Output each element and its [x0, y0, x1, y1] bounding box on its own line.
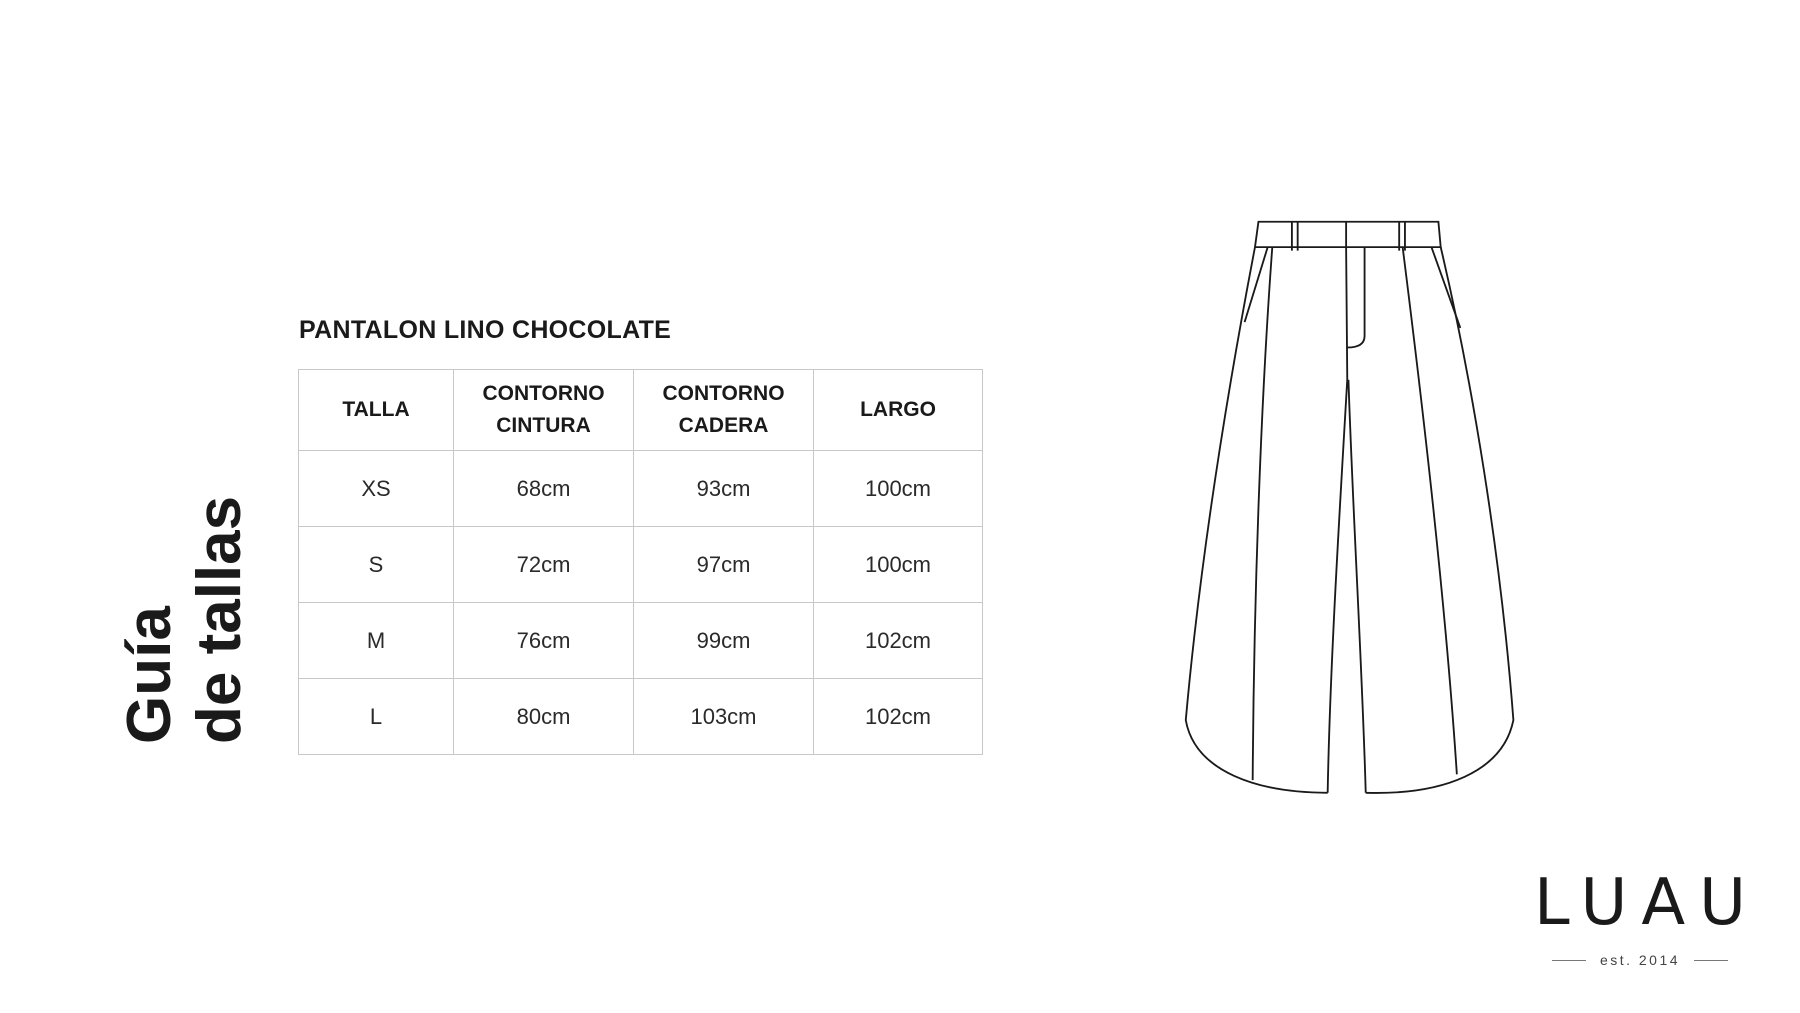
table-row: XS 68cm 93cm 100cm: [298, 450, 983, 527]
table-cell: 72cm: [453, 526, 634, 603]
header-cadera: CONTORNO CADERA: [633, 369, 814, 451]
size-guide-heading: Guía de tallas: [115, 444, 255, 744]
header-text: LARGO: [860, 398, 936, 421]
table-cell: 68cm: [453, 450, 634, 527]
divider: [1551, 959, 1586, 961]
belt-loop-right: [1398, 221, 1406, 251]
header-text: CINTURA: [496, 414, 591, 437]
logo-wordmark: LUAU: [1534, 866, 1760, 940]
pocket-right: [1430, 246, 1462, 329]
product-title: PANTALON LINO CHOCOLATE: [299, 316, 672, 344]
outer-right: [1365, 246, 1515, 794]
table-cell: 97cm: [633, 526, 814, 603]
header-talla: TALLA: [298, 369, 454, 451]
table-cell: 100cm: [813, 450, 983, 527]
waistband: [1253, 220, 1442, 249]
table-cell: XS: [298, 450, 454, 527]
table-cell: L: [298, 678, 454, 755]
header-text: TALLA: [342, 398, 410, 421]
table-cell: M: [298, 602, 454, 679]
pleat-left: [1251, 247, 1274, 781]
table-cell: 102cm: [813, 678, 983, 755]
header-text: CADERA: [678, 414, 769, 437]
pocket-left: [1243, 246, 1269, 323]
divider: [1694, 959, 1729, 961]
fly: [1347, 247, 1366, 349]
header-cintura: CONTORNO CINTURA: [453, 369, 634, 451]
heading-line-1: Guía: [115, 606, 184, 744]
belt-loop-left: [1290, 221, 1299, 251]
table-cell: 99cm: [633, 602, 814, 679]
table-cell: 103cm: [633, 678, 814, 755]
table-row: M 76cm 99cm 102cm: [298, 602, 983, 679]
header-largo: LARGO: [813, 369, 983, 451]
logo-tagline-row: est. 2014: [1520, 952, 1760, 968]
pleat-right: [1401, 247, 1458, 775]
header-text: CONTORNO: [662, 382, 785, 405]
table-cell: 80cm: [453, 678, 634, 755]
table-cell: 102cm: [813, 602, 983, 679]
luau-logo: LUAU est. 2014: [1520, 868, 1760, 968]
table-row: L 80cm 103cm 102cm: [298, 678, 983, 755]
crotch: [1326, 247, 1367, 793]
outer-left: [1184, 246, 1328, 794]
table-cell: S: [298, 526, 454, 603]
table-cell: 100cm: [813, 526, 983, 603]
header-text: CONTORNO: [482, 382, 605, 405]
table-cell: 93cm: [633, 450, 814, 527]
table-header-row: TALLA CONTORNO CINTURA CONTORNO CADERA LAR…: [298, 369, 983, 451]
heading-line-2: de tallas: [185, 495, 254, 744]
table-row: S 72cm 97cm 100cm: [298, 526, 983, 603]
pants-illustration: [1184, 220, 1515, 794]
logo-tagline: est. 2014: [1599, 952, 1681, 968]
size-table: TALLA CONTORNO CINTURA CONTORNO CADERA LAR…: [298, 369, 983, 755]
table-cell: 76cm: [453, 602, 634, 679]
